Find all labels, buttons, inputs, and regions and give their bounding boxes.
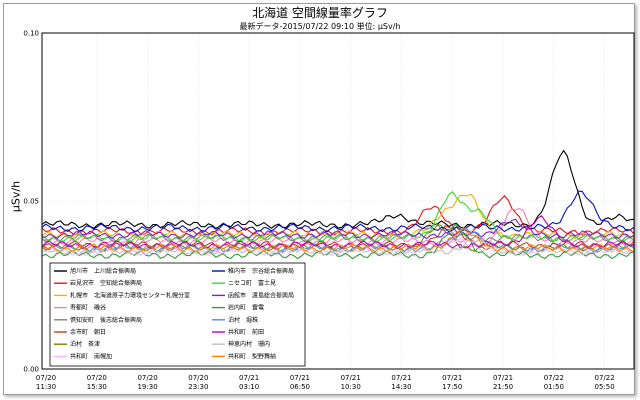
legend-label: 函館市 渡島総合振興局 — [228, 291, 294, 299]
legend-label: 寿都町 磯谷 — [70, 304, 106, 312]
x-tick-date: 07/21 — [391, 374, 411, 382]
x-tick-time: 10:30 — [341, 383, 361, 391]
series-line-10 — [41, 191, 635, 243]
legend-label: 泊村 茶津 — [70, 340, 100, 348]
y-tick-label: 0.05 — [23, 198, 39, 206]
legend-label: 稚内市 宗谷総合振興局 — [228, 267, 294, 275]
legend-label: 岩内町 雷電 — [228, 304, 264, 312]
x-tick-date: 07/20 — [188, 374, 208, 382]
x-tick-date: 07/21 — [239, 374, 259, 382]
x-tick-time: 21:50 — [493, 383, 513, 391]
legend-label: 泊村 堀株 — [228, 316, 258, 324]
legend-label: 神恵内村 珊内 — [228, 340, 270, 348]
x-tick-date: 07/22 — [544, 374, 564, 382]
y-tick-label: 0.10 — [23, 30, 39, 38]
x-tick-date: 07/22 — [595, 374, 615, 382]
x-tick-date: 07/21 — [290, 374, 310, 382]
series-line-16 — [41, 227, 635, 253]
legend-label: 旭川市 上川総合振興局 — [70, 267, 136, 275]
x-tick-date: 07/20 — [36, 374, 56, 382]
x-tick-date: 07/21 — [341, 374, 361, 382]
x-tick-time: 01:50 — [544, 383, 564, 391]
x-tick-date: 07/20 — [137, 374, 157, 382]
series-line-15 — [41, 239, 635, 257]
legend-label: 倶知安町 後志総合振興局 — [70, 316, 142, 324]
y-tick-label: 0.00 — [23, 366, 39, 374]
legend-label: 札幌市 北海道原子力環境センター札幌分室 — [70, 291, 190, 299]
chart-subtitle: 最新データ-2015/07/22 09:10 単位: μSv/h — [239, 22, 401, 31]
series-line-8 — [41, 237, 635, 257]
x-tick-time: 06:50 — [290, 383, 310, 391]
legend-label: 共和町 梨野舞納 — [228, 352, 276, 360]
x-tick-time: 17:50 — [442, 383, 462, 391]
x-tick-time: 19:30 — [137, 383, 157, 391]
x-tick-date: 07/21 — [442, 374, 462, 382]
legend-box — [49, 262, 306, 367]
x-tick-date: 07/21 — [493, 374, 513, 382]
chart-title: 北海道 空間線量率グラフ — [252, 6, 388, 20]
legend-label: ニセコ町 富士見 — [228, 279, 276, 287]
x-tick-time: 11:30 — [36, 383, 56, 391]
plot-area — [41, 32, 635, 370]
legend-label: 共和町 南幌加 — [70, 352, 112, 360]
x-tick-time: 15:30 — [87, 383, 107, 391]
x-tick-time: 03:10 — [239, 383, 259, 391]
series-line-11 — [41, 218, 635, 240]
legend-label: 共和町 前田 — [228, 328, 264, 336]
x-tick-time: 23:30 — [188, 383, 208, 391]
x-tick-time: 05:50 — [595, 383, 615, 391]
legend-label: 余市町 朝日 — [70, 328, 106, 336]
x-tick-time: 14:30 — [391, 383, 411, 391]
series-line-1 — [41, 149, 635, 230]
x-tick-date: 07/20 — [87, 374, 107, 382]
series-line-9 — [41, 190, 635, 233]
series-line-7 — [41, 223, 635, 253]
legend-label: 岩見沢市 空知総合振興局 — [70, 279, 142, 287]
series-line-4 — [41, 208, 635, 246]
